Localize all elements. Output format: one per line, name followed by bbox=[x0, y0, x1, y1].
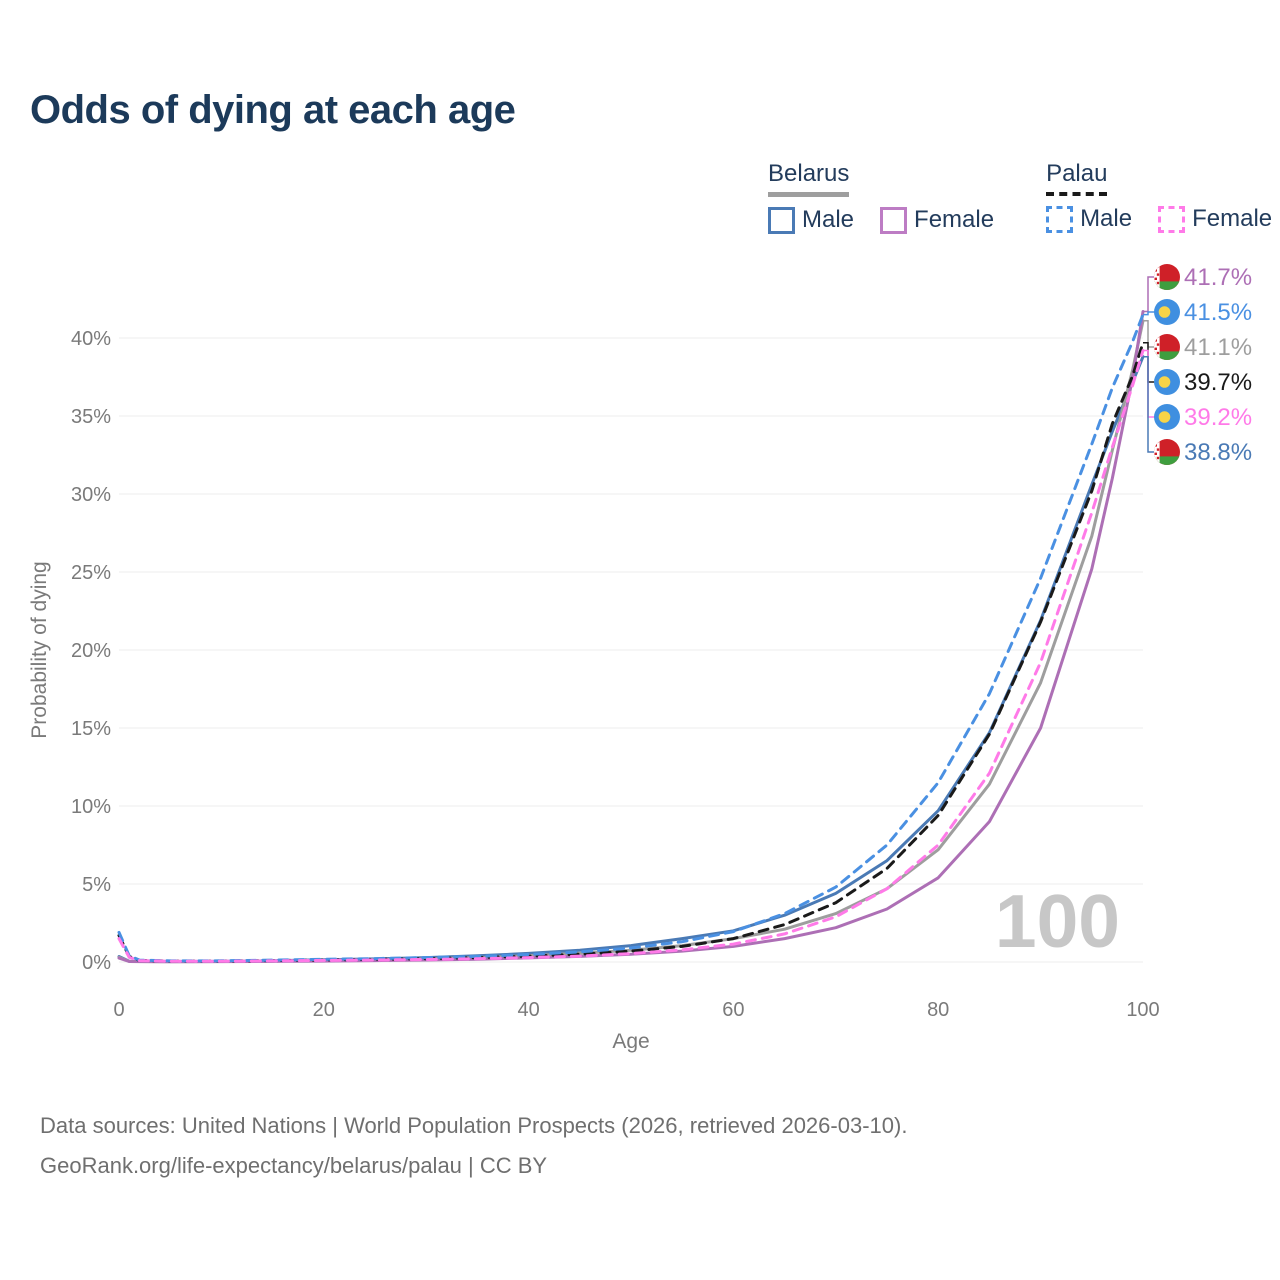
belarus-flag-icon bbox=[1154, 439, 1180, 465]
palau-flag-icon bbox=[1154, 299, 1180, 325]
palau-flag-icon bbox=[1154, 404, 1180, 430]
legend-group-belarus: Belarus Male Female bbox=[768, 160, 994, 234]
legend-item-label: Male bbox=[802, 206, 855, 233]
end-label-connector-belarus-female bbox=[1143, 276, 1155, 313]
x-tick-label: 60 bbox=[722, 999, 744, 1021]
y-tick-label: 30% bbox=[71, 484, 111, 506]
end-label-palau-male: 41.5% bbox=[1184, 299, 1252, 326]
belarus-female-swatch-icon bbox=[880, 206, 908, 234]
belarus-male-swatch-icon bbox=[768, 206, 795, 234]
palau-male-swatch-icon bbox=[1046, 205, 1074, 233]
legend-item-palau-female[interactable]: Female bbox=[1158, 205, 1272, 233]
legend: Belarus Male Female Palau Male bbox=[768, 160, 1272, 234]
y-tick-label: 20% bbox=[71, 640, 111, 662]
y-tick-label: 10% bbox=[71, 796, 111, 818]
end-label-belarus-male: 38.8% bbox=[1184, 439, 1252, 466]
palau-flag-icon bbox=[1154, 369, 1180, 395]
series-line-belarus-female[interactable] bbox=[117, 310, 1145, 964]
palau-female-swatch-icon bbox=[1158, 205, 1186, 233]
x-tick-label: 0 bbox=[113, 999, 124, 1021]
end-label-palau-all: 39.7% bbox=[1184, 369, 1252, 396]
age-watermark: 100 bbox=[995, 879, 1120, 963]
legend-item-belarus-female[interactable]: Female bbox=[880, 206, 994, 234]
legend-group-palau: Palau Male Female bbox=[1046, 160, 1272, 234]
x-tick-label: 80 bbox=[927, 999, 949, 1021]
end-label-connector-palau-female bbox=[1143, 349, 1155, 418]
y-axis-title: Probability of dying bbox=[28, 561, 51, 738]
data-source-footer: Data sources: United Nations | World Pop… bbox=[40, 1106, 907, 1186]
belarus-flag-icon bbox=[1154, 334, 1180, 360]
legend-item-label: Female bbox=[914, 206, 995, 233]
legend-items-palau: Male Female bbox=[1046, 205, 1272, 233]
end-label-belarus-female: 41.7% bbox=[1184, 264, 1252, 291]
y-tick-label: 40% bbox=[71, 328, 111, 350]
end-label-connector-palau-all bbox=[1143, 341, 1155, 383]
x-axis-title: Age bbox=[612, 1030, 649, 1053]
end-label-connector-belarus-male bbox=[1143, 355, 1155, 453]
legend-item-palau-male[interactable]: Male bbox=[1046, 205, 1132, 233]
legend-item-label: Female bbox=[1192, 205, 1273, 232]
end-label-connector-palau-male bbox=[1143, 311, 1155, 316]
y-tick-label: 25% bbox=[71, 562, 111, 584]
legend-country-palau[interactable]: Palau bbox=[1046, 160, 1108, 196]
series-line-belarus-male[interactable] bbox=[117, 355, 1145, 963]
y-tick-label: 0% bbox=[82, 952, 111, 974]
x-tick-label: 40 bbox=[517, 999, 539, 1021]
end-label-connector-belarus-all bbox=[1143, 320, 1155, 348]
y-tick-label: 5% bbox=[82, 874, 111, 896]
end-label-belarus-all: 41.1% bbox=[1184, 334, 1252, 361]
legend-item-label: Male bbox=[1080, 205, 1133, 232]
series-line-palau-male[interactable] bbox=[117, 313, 1145, 963]
series-line-belarus-all[interactable] bbox=[117, 319, 1145, 964]
end-label-palau-female: 39.2% bbox=[1184, 404, 1252, 431]
x-tick-label: 100 bbox=[1126, 999, 1159, 1021]
footer-attribution-line[interactable]: GeoRank.org/life-expectancy/belarus/pala… bbox=[40, 1153, 548, 1178]
series-line-palau-female[interactable] bbox=[117, 349, 1145, 963]
y-tick-label: 15% bbox=[71, 718, 111, 740]
footer-sources-line: Data sources: United Nations | World Pop… bbox=[40, 1113, 908, 1138]
x-tick-label: 20 bbox=[313, 999, 335, 1021]
page-title: Odds of dying at each age bbox=[30, 88, 516, 132]
belarus-flag-icon bbox=[1154, 264, 1180, 290]
y-tick-label: 35% bbox=[71, 406, 111, 428]
legend-item-belarus-male[interactable]: Male bbox=[768, 206, 854, 234]
legend-country-belarus[interactable]: Belarus bbox=[768, 160, 850, 197]
series-line-palau-all[interactable] bbox=[117, 341, 1145, 963]
legend-items-belarus: Male Female bbox=[768, 206, 994, 234]
